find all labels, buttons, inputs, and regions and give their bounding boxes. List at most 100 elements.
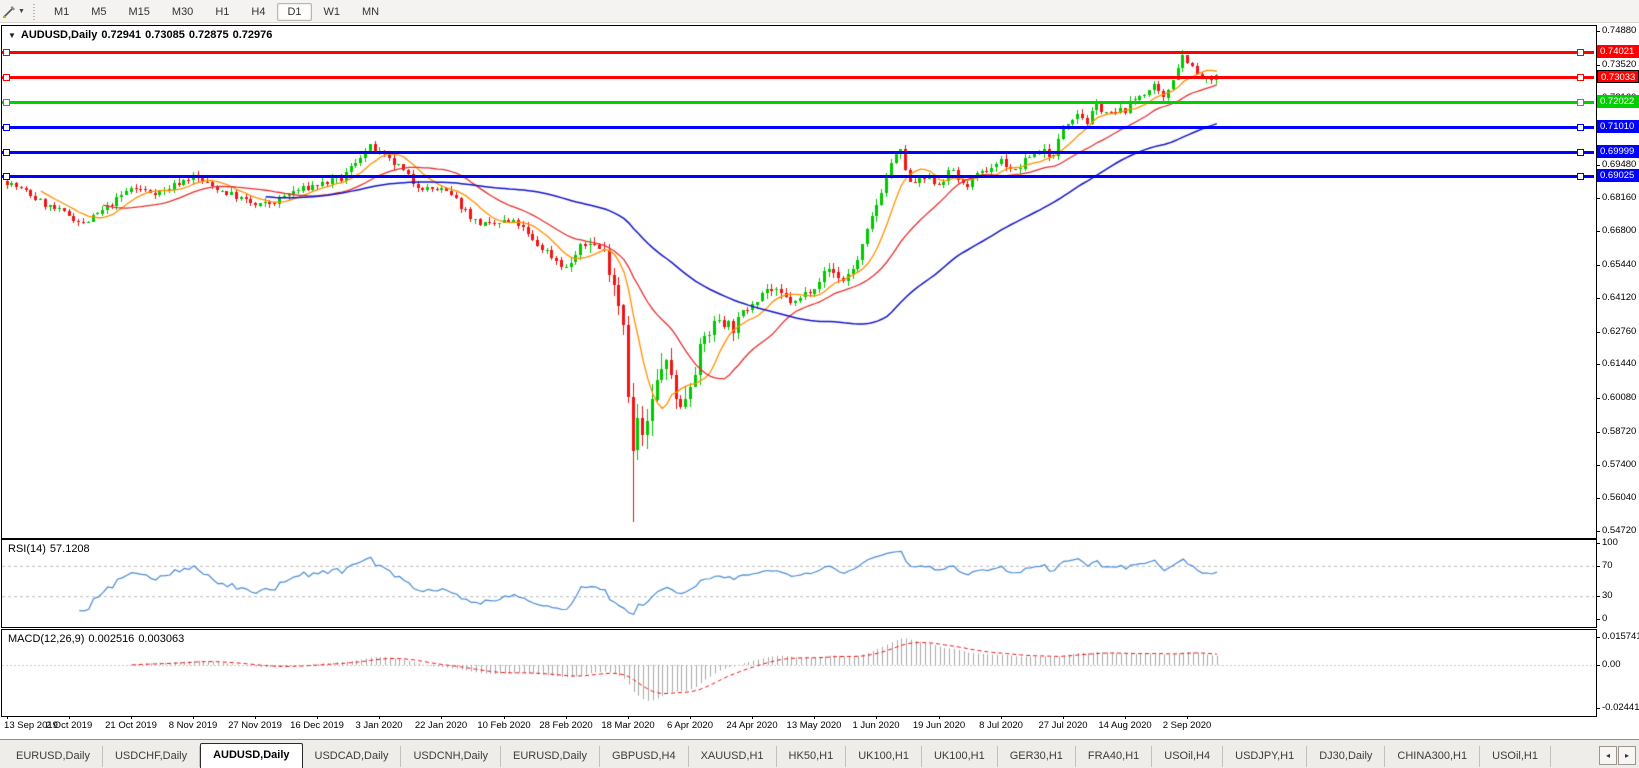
price-tick-label: 0.68160 [1602,192,1637,203]
line-handle-right[interactable] [1577,173,1584,180]
date-label: 27 Jul 2020 [1038,720,1088,731]
price-tick-label: 0.69480 [1602,159,1637,170]
line-handle-left[interactable] [3,124,10,131]
horizontal-line-0.74021[interactable] [2,49,1594,56]
line-handle-left[interactable] [3,49,10,56]
price-tick-mark [1596,65,1600,66]
chart-tab-xauusd-h1-7[interactable]: XAUUSD,H1 [689,746,777,767]
price-tick-mark [1596,231,1600,232]
line-handle-right[interactable] [1577,99,1584,106]
chart-tab-usdchf-daily-1[interactable]: USDCHF,Daily [103,746,201,767]
date-label: 18 Mar 2020 [601,720,655,731]
chevron-down-icon[interactable]: ▼ [18,7,25,15]
date-tick-mark [379,716,380,719]
macd-tick-mark [1596,708,1600,709]
horizontal-line-0.73033[interactable] [2,74,1594,81]
price-tick-label: 0.73520 [1602,59,1637,70]
time-scale[interactable]: 13 Sep 2019 2 Oct 2019 21 Oct 2019 8 Nov 20… [1,716,1595,738]
chart-tab-eurusd-daily-0[interactable]: EURUSD,Daily [4,746,103,767]
rsi-title: RSI(14) 57.1208 [8,543,94,555]
macd-canvas[interactable] [2,630,1594,714]
horizontal-line-0.71010[interactable] [2,124,1594,131]
drawing-tool-button[interactable]: ▼ [2,4,28,19]
price-tick-label: 0.64120 [1602,292,1637,303]
timeframe-button-m5[interactable]: M5 [91,6,107,18]
date-label: 10 Feb 2020 [477,720,531,731]
line-handle-left[interactable] [3,99,10,106]
chart-tab-uk100-h1-9[interactable]: UK100,H1 [846,746,922,767]
date-tick-mark [1125,716,1126,719]
ohlc-low: 0.72875 [188,29,229,41]
chart-tab-ger30-h1-11[interactable]: GER30,H1 [998,746,1076,767]
price-tick-mark [1596,165,1600,166]
timeframe-button-m1[interactable]: M1 [53,6,70,18]
line-handle-right[interactable] [1577,49,1584,56]
timeframe-button-m15[interactable]: M15 [128,6,150,18]
macd-panel: MACD(12,26,9) 0.002516 0.003063 [1,629,1597,717]
date-label: 16 Dec 2019 [290,720,344,731]
date-label: 8 Nov 2019 [168,720,218,731]
timeframe-button-d1[interactable]: D1 [277,3,312,21]
timeframe-button-h1[interactable]: H1 [215,6,230,18]
chart-tab-usdcnh-daily-4[interactable]: USDCNH,Daily [401,746,502,767]
date-label: 22 Jan 2020 [414,720,468,731]
date-tick-mark [1001,716,1002,719]
rsi-title-label: RSI(14) [8,543,46,555]
chart-tab-gbpusd-h4-6[interactable]: GBPUSD,H4 [600,746,689,767]
rsi-panel: RSI(14) 57.1208 [1,539,1597,628]
date-label: 24 Apr 2020 [726,720,778,731]
date-tick-mark [628,716,629,719]
macd-tick-label: 0.015741 [1602,631,1639,642]
chart-tab-china300-h1-16[interactable]: CHINA300,H1 [1385,746,1481,767]
chart-tab-fra40-h1-12[interactable]: FRA40,H1 [1076,746,1153,767]
date-label: 6 Apr 2020 [667,720,713,731]
rsi-tick-label: 100 [1602,537,1618,548]
timeframe-button-h4[interactable]: H4 [251,6,266,18]
price-tick-label: 0.62760 [1602,326,1637,337]
line-handle-left[interactable] [3,74,10,81]
tabs-scroll-left-button[interactable]: ◂ [1599,746,1617,765]
main-chart-canvas[interactable] [2,26,1594,536]
line-handle-left[interactable] [3,149,10,156]
price-tick-mark [1596,198,1600,199]
line-handle-right[interactable] [1577,149,1584,156]
toolbar-grip[interactable] [31,2,37,20]
timeframe-button-w1[interactable]: W1 [323,6,341,18]
tabs-scroll-right-button[interactable]: ▸ [1618,746,1636,765]
chart-tab-hk50-h1-8[interactable]: HK50,H1 [777,746,847,767]
horizontal-line-0.72022[interactable] [2,99,1594,106]
line-handle-left[interactable] [3,173,10,180]
rsi-canvas[interactable] [2,540,1594,625]
macd-value-main: 0.002516 [88,633,135,645]
date-label: 14 Aug 2020 [1098,720,1152,731]
price-tick-mark [1596,298,1600,299]
line-handle-right[interactable] [1577,74,1584,81]
horizontal-line-0.69025[interactable] [2,173,1594,180]
price-tick-label: 0.60080 [1602,392,1637,403]
chart-dropdown-icon[interactable]: ▼ [8,31,16,40]
date-label: 8 Jul 2020 [979,720,1023,731]
scroll-left-icon: ◂ [1605,751,1610,760]
date-label: 3 Jan 2020 [355,720,403,731]
price-tick-mark [1596,332,1600,333]
chart-tab-audusd-daily-2[interactable]: AUDUSD,Daily [200,743,303,768]
chart-tab-usoil-h4-13[interactable]: USOil,H4 [1152,746,1224,767]
chart-tab-usdcad-daily-3[interactable]: USDCAD,Daily [303,746,402,767]
line-handle-right[interactable] [1577,124,1584,131]
macd-tick-mark [1596,637,1600,638]
timeframe-button-m30[interactable]: M30 [171,6,194,18]
macd-title-label: MACD(12,26,9) [8,633,85,645]
macd-title: MACD(12,26,9) 0.002516 0.003063 [8,633,188,645]
chart-tab-dj30-daily-15[interactable]: DJ30,Daily [1307,746,1386,767]
date-label: 13 Sep 2019 [4,720,58,731]
chart-symbol-period: AUDUSD,Daily [20,29,98,41]
horizontal-line-0.69999[interactable] [2,149,1594,156]
chart-tab-eurusd-daily-5[interactable]: EURUSD,Daily [501,746,600,767]
chart-tab-usdjpy-h1-14[interactable]: USDJPY,H1 [1223,746,1308,767]
price-tick-mark [1596,265,1600,266]
line-price-label-0.69025: 0.69025 [1597,169,1639,182]
chart-tab-uk100-h1-10[interactable]: UK100,H1 [922,746,998,767]
timeframe-button-mn[interactable]: MN [362,6,380,18]
chart-tab-usoil-h1-17[interactable]: USOil,H1 [1480,746,1551,767]
